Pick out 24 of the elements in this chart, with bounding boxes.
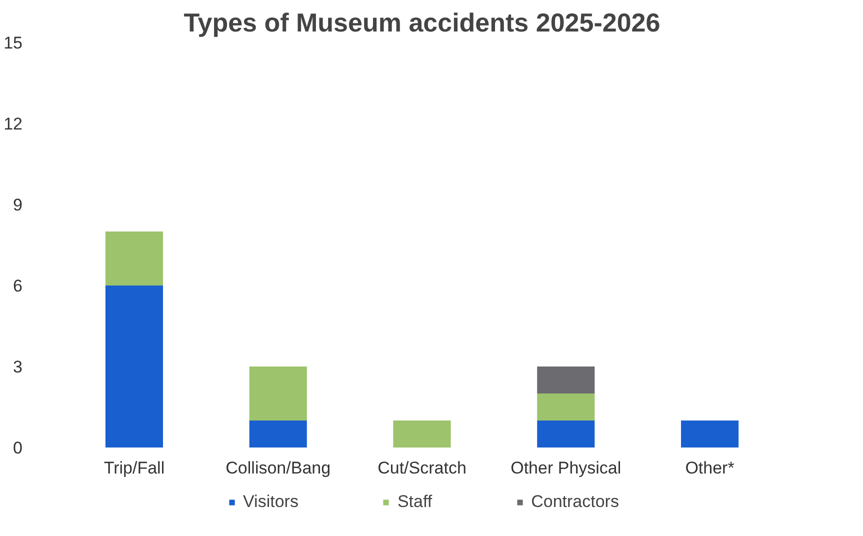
bar bbox=[681, 420, 739, 448]
x-tick-label: Collison/Bang bbox=[226, 458, 331, 478]
y-tick-label: 12 bbox=[4, 114, 23, 134]
bar bbox=[249, 366, 307, 420]
legend-label: Visitors bbox=[243, 492, 298, 512]
y-tick-label: 9 bbox=[13, 196, 23, 214]
x-tick-label: Cut/Scratch bbox=[378, 458, 466, 478]
legend-label: Staff bbox=[397, 492, 432, 512]
y-tick-label: 6 bbox=[13, 276, 23, 296]
bar bbox=[105, 232, 163, 286]
bar bbox=[537, 366, 595, 394]
legend-label: Contractors bbox=[531, 492, 619, 512]
bar bbox=[105, 286, 163, 448]
y-tick-label: 0 bbox=[13, 438, 23, 458]
chart-title: Types of Museum accidents 2025-2026 bbox=[184, 8, 660, 38]
x-tick-label: Other Physical bbox=[510, 458, 622, 478]
y-tick-label: 3 bbox=[13, 358, 23, 376]
bar bbox=[249, 420, 307, 448]
bar bbox=[393, 420, 451, 448]
bar bbox=[537, 420, 595, 448]
x-tick-label: Trip/Fall bbox=[104, 458, 165, 478]
x-tick-label: Other* bbox=[685, 458, 735, 478]
bar bbox=[537, 394, 595, 420]
y-tick-label: 15 bbox=[4, 34, 23, 52]
